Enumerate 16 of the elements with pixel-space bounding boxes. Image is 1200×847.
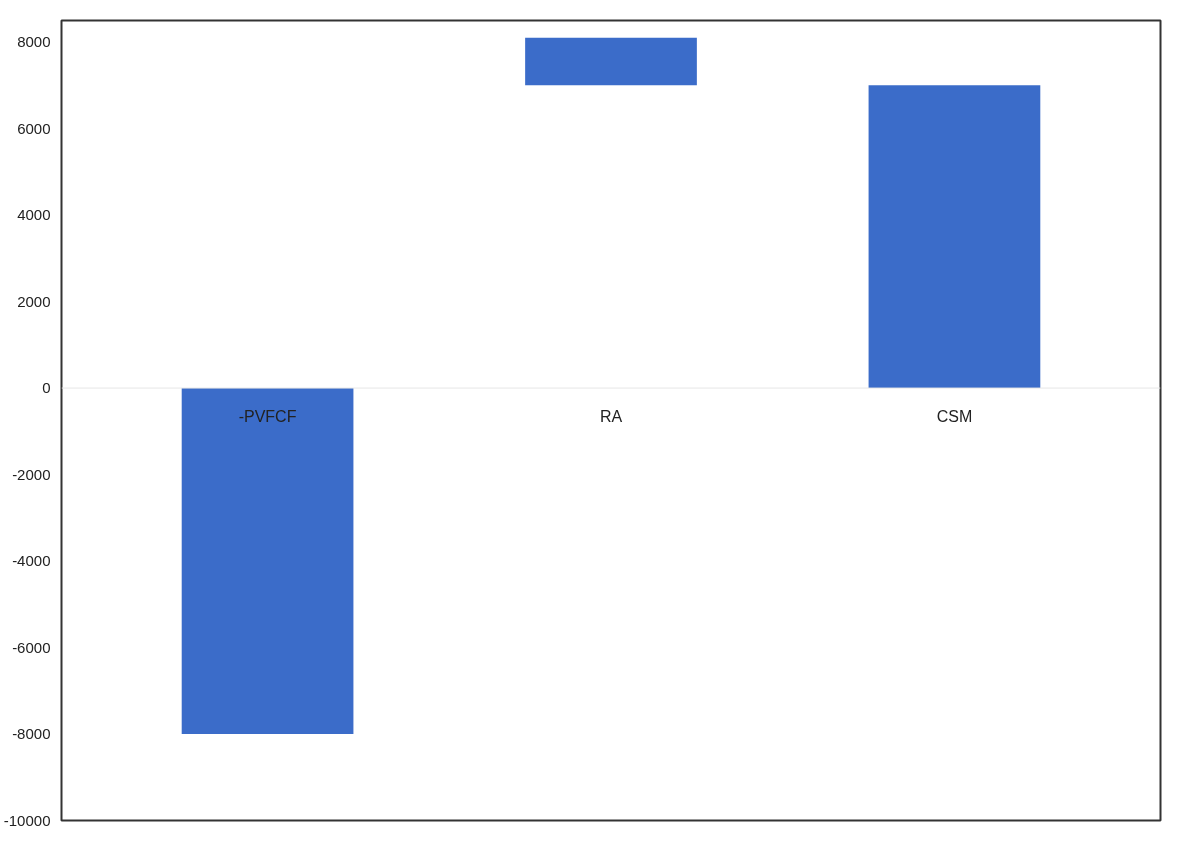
y-tick-label: 4000	[17, 206, 51, 224]
bar	[868, 85, 1041, 389]
x-tick-label: -PVFCF	[238, 408, 297, 426]
y-tick-label: 2000	[17, 292, 51, 310]
y-tick-label: -4000	[12, 552, 51, 570]
bar	[181, 388, 354, 735]
x-tick-label: RA	[599, 408, 623, 426]
y-tick-label: 8000	[17, 33, 51, 51]
bar	[525, 37, 697, 86]
y-tick-label: 6000	[17, 119, 51, 137]
y-tick-label: 0	[42, 379, 51, 397]
y-tick-label: -2000	[12, 465, 51, 483]
y-tick-label: -6000	[12, 638, 51, 656]
y-tick-label: -10000	[3, 811, 51, 829]
x-tick-label: CSM	[936, 408, 973, 426]
y-tick-label: -8000	[12, 725, 51, 743]
